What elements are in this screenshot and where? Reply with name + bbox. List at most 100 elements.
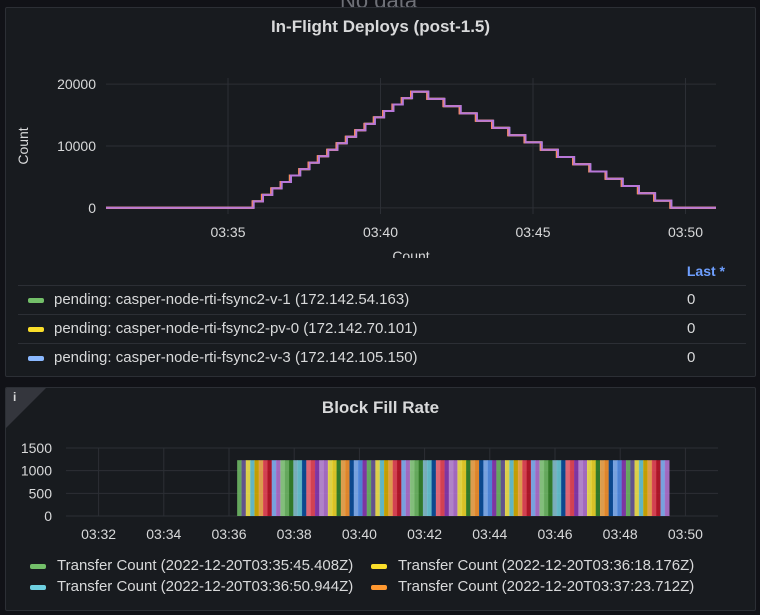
y-tick-label: 1500 xyxy=(21,440,52,456)
in-flight-deploys-panel: In-Flight Deploys (post-1.5) 0 10000 20000… xyxy=(5,7,756,377)
y-tick-label: 10000 xyxy=(57,138,96,154)
y-tick-label: 500 xyxy=(29,485,53,501)
legend-swatch xyxy=(371,585,387,590)
bar xyxy=(595,460,601,516)
bar xyxy=(384,460,389,516)
bar xyxy=(340,460,346,516)
bar xyxy=(405,460,411,516)
bar xyxy=(396,460,402,516)
legend-row[interactable]: pending: casper-node-rti-fsync2-v-1 (172… xyxy=(18,285,746,314)
bar xyxy=(470,460,476,516)
bar xyxy=(427,460,432,516)
bar xyxy=(479,460,484,516)
legend-series-label: Transfer Count (2022-12-20T03:36:50.944Z… xyxy=(57,578,354,595)
bar xyxy=(608,460,614,516)
legend-row[interactable]: pending: casper-node-rti-fsync2-v-3 (172… xyxy=(18,343,746,372)
bar xyxy=(621,460,627,516)
bar xyxy=(453,460,458,516)
legend-swatch xyxy=(28,327,44,332)
bar xyxy=(388,460,394,516)
bar xyxy=(306,460,311,516)
bar xyxy=(327,460,333,516)
legend-last-header[interactable]: Last * xyxy=(686,263,725,279)
legend-last-value: 0 xyxy=(687,291,696,308)
block-fill-rate-panel: i Block Fill Rate 0 500 1000 1500 03:32 03:34… xyxy=(5,387,756,611)
bar xyxy=(336,460,342,516)
x-tick-label: 03:44 xyxy=(472,526,507,542)
bar xyxy=(535,460,540,516)
bar xyxy=(409,460,415,516)
bar xyxy=(440,460,445,516)
bar xyxy=(599,460,605,516)
bar xyxy=(625,460,631,516)
bar xyxy=(392,460,398,516)
bar xyxy=(293,460,299,516)
bar xyxy=(254,460,260,516)
bar xyxy=(297,460,303,516)
bar xyxy=(422,460,428,516)
bar xyxy=(288,460,294,516)
bar xyxy=(483,460,489,516)
bar xyxy=(539,460,545,516)
bar xyxy=(418,460,424,516)
bar xyxy=(448,460,454,516)
bar xyxy=(466,460,471,516)
panel-title[interactable]: Block Fill Rate xyxy=(321,398,440,417)
bar xyxy=(414,460,419,516)
bar xyxy=(664,460,670,516)
bar xyxy=(401,460,407,516)
series-line xyxy=(106,90,716,209)
bar xyxy=(379,460,385,516)
y-axis-label: Count xyxy=(15,127,31,164)
x-tick-label: 03:40 xyxy=(342,526,377,542)
bar xyxy=(656,460,661,516)
panel-info-corner[interactable] xyxy=(6,388,46,428)
legend-series-label: pending: casper-node-rti-fsync2-pv-0 (17… xyxy=(54,320,418,337)
bar xyxy=(492,460,497,516)
x-tick-label: 03:34 xyxy=(146,526,181,542)
legend-swatch xyxy=(371,564,387,569)
bar xyxy=(612,460,618,516)
bar xyxy=(513,460,519,516)
x-tick-label: 03:40 xyxy=(363,224,398,240)
bar xyxy=(561,460,566,516)
bar xyxy=(319,460,324,516)
legend-series-label: Transfer Count (2022-12-20T03:37:23.712Z… xyxy=(398,578,695,595)
bar xyxy=(617,460,622,516)
bar xyxy=(574,460,579,516)
bar xyxy=(263,460,268,516)
bar xyxy=(237,460,242,516)
bar xyxy=(591,460,597,516)
bar xyxy=(587,460,592,516)
bar xyxy=(548,460,553,516)
bar xyxy=(543,460,549,516)
bar xyxy=(643,460,648,516)
legend-row[interactable]: pending: casper-node-rti-fsync2-pv-0 (17… xyxy=(18,314,746,343)
x-axis-label: Count xyxy=(392,248,429,258)
legend-last-value: 0 xyxy=(687,320,696,337)
bar xyxy=(345,460,350,516)
bar xyxy=(509,460,514,516)
x-tick-label: 03:48 xyxy=(603,526,638,542)
bar xyxy=(634,460,640,516)
bar xyxy=(310,460,316,516)
legend-series-label: pending: casper-node-rti-fsync2-v-3 (172… xyxy=(54,349,418,366)
bar xyxy=(530,460,536,516)
bar xyxy=(582,460,588,516)
panel-title[interactable]: In-Flight Deploys (post-1.5) xyxy=(270,17,491,36)
bar xyxy=(258,460,264,516)
bar xyxy=(284,460,290,516)
bar xyxy=(375,460,381,516)
legend-last-value: 0 xyxy=(687,349,696,366)
block-fill-rate-chart: 0 500 1000 1500 03:32 03:34 03:36 03:38 03:40 03:… xyxy=(21,440,718,542)
legend-swatch xyxy=(28,298,44,303)
info-icon[interactable]: i xyxy=(13,390,17,404)
x-tick-label: 03:46 xyxy=(537,526,572,542)
bar xyxy=(371,460,376,516)
bar xyxy=(267,460,273,516)
bar xyxy=(431,460,437,516)
bar xyxy=(349,460,355,516)
x-tick-label: 03:45 xyxy=(515,224,550,240)
bar xyxy=(245,460,251,516)
bar xyxy=(457,460,463,516)
